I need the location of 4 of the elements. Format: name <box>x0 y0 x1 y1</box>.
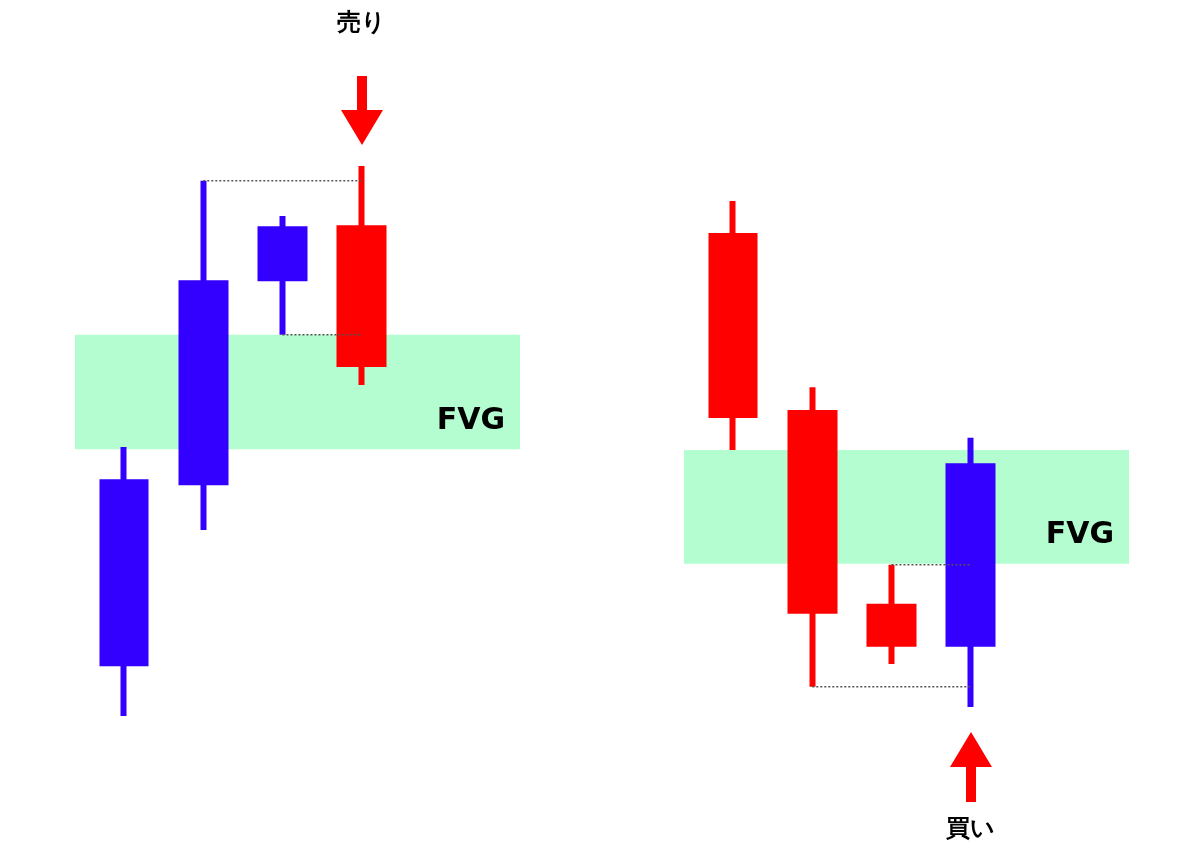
band-label: FVG <box>1045 515 1115 551</box>
text: 売り <box>336 7 388 38</box>
band-label: FVG <box>436 400 506 436</box>
text: 買い <box>945 813 997 844</box>
